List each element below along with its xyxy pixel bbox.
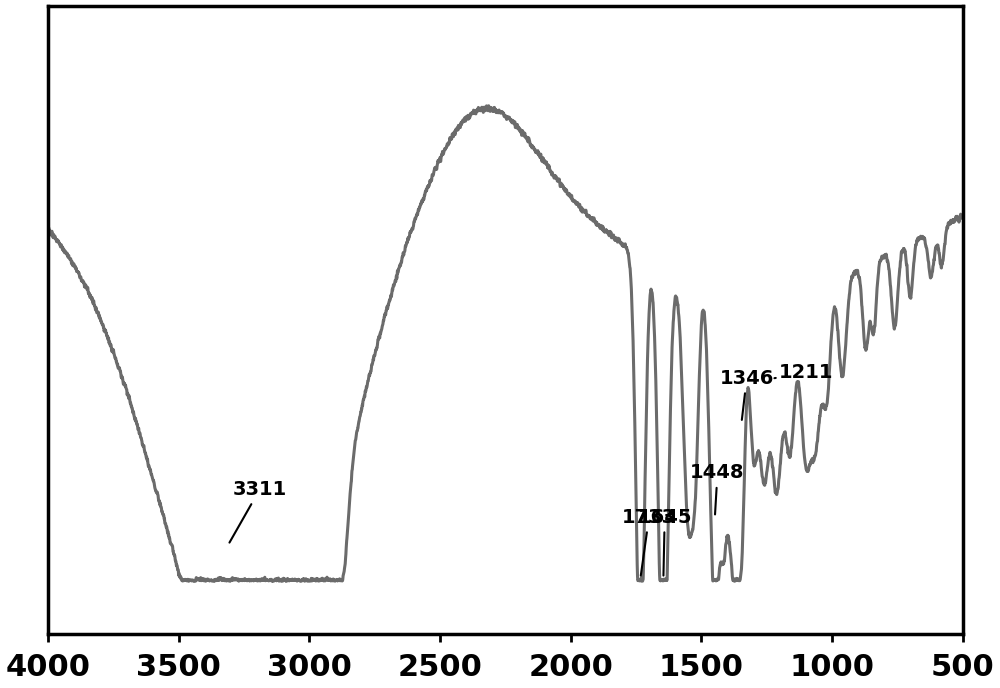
Text: 1645: 1645 bbox=[637, 508, 692, 576]
Text: 1448: 1448 bbox=[690, 463, 745, 515]
Text: 1733: 1733 bbox=[622, 508, 676, 576]
Text: 1346: 1346 bbox=[720, 369, 774, 420]
Text: 1211: 1211 bbox=[774, 363, 833, 382]
Text: 3311: 3311 bbox=[229, 480, 287, 543]
